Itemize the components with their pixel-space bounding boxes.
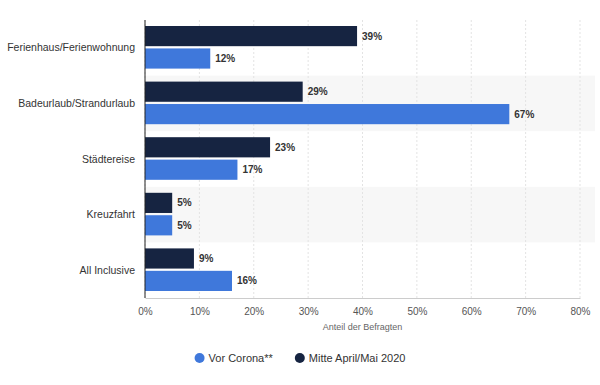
tick: 60% — [462, 298, 482, 317]
axis-title: Anteil der Befragten — [323, 322, 403, 332]
grid-line — [580, 20, 581, 298]
data-label: 17% — [242, 164, 262, 175]
tick-label: 50% — [407, 306, 427, 317]
tick: 30% — [299, 298, 319, 317]
tick-label: 80% — [570, 306, 590, 317]
legend-marker — [195, 353, 205, 363]
legend-item: Vor Corona** — [195, 352, 274, 364]
legend-item: Mitte April/Mai 2020 — [295, 352, 406, 364]
tick: 40% — [353, 298, 373, 317]
series — [145, 26, 357, 269]
grid-line — [525, 20, 526, 298]
tick-label: 40% — [353, 306, 373, 317]
grid-line — [416, 20, 417, 298]
bar — [145, 248, 194, 268]
data-label: 12% — [215, 53, 235, 64]
bar — [145, 215, 172, 235]
category-label: Ferienhaus/Ferienwohnung — [7, 41, 135, 53]
tick-label: 70% — [516, 306, 536, 317]
data-label: 29% — [308, 86, 328, 97]
x-axis: 0% 10% 20% 30% 40% 50% 60% 70% 80% — [138, 298, 590, 317]
tick: 0% — [138, 298, 153, 317]
tick: 50% — [407, 298, 427, 317]
series — [145, 48, 509, 291]
category-label: Badeurlaub/Strandurlaub — [18, 97, 135, 109]
data-label: 23% — [275, 142, 295, 153]
data-label: 39% — [362, 31, 382, 42]
tick: 20% — [244, 298, 264, 317]
tick-label: 20% — [244, 306, 264, 317]
bars — [145, 26, 509, 291]
tick: 70% — [516, 298, 536, 317]
bar — [145, 26, 357, 46]
grid — [145, 20, 580, 298]
tick-label: 0% — [138, 306, 153, 317]
row-band — [145, 76, 595, 132]
legend-label: Vor Corona** — [209, 352, 274, 364]
tick-label: 10% — [190, 306, 210, 317]
bar — [145, 193, 172, 213]
y-axis: Ferienhaus/Ferienwohnung Badeurlaub/Stran… — [7, 41, 135, 275]
bar — [145, 82, 303, 102]
bar — [145, 48, 210, 68]
axis-line — [146, 298, 581, 299]
category-label: Kreuzfahrt — [87, 208, 136, 220]
data-labels: 12% 67% 17% 5% 16% 39% 29% 23% 5% 9% — [177, 31, 534, 287]
category-label: Städtereise — [82, 153, 135, 165]
data-label: 16% — [237, 275, 257, 286]
data-label: 5% — [177, 197, 192, 208]
bar — [145, 137, 270, 157]
grid-line — [308, 20, 309, 298]
bar — [145, 160, 237, 180]
tick-label: 60% — [462, 306, 482, 317]
tick: 80% — [570, 298, 590, 317]
data-label: 67% — [514, 109, 534, 120]
row-backgrounds — [145, 76, 595, 243]
grid-line — [362, 20, 363, 298]
tick: 10% — [190, 298, 210, 317]
legend-label: Mitte April/Mai 2020 — [309, 352, 406, 364]
baseline — [145, 20, 146, 298]
bar — [145, 104, 509, 124]
tick-label: 30% — [299, 306, 319, 317]
legend-marker — [295, 353, 305, 363]
data-label: 5% — [177, 220, 192, 231]
plot: 0% 10% 20% 30% 40% 50% 60% 70% 80% 12% 67% 17% 5% 16%… — [138, 20, 595, 317]
row-band — [145, 187, 595, 243]
grid-line — [145, 20, 146, 298]
grid-line — [471, 20, 472, 298]
legend: Vor Corona** Mitte April/Mai 2020 — [195, 352, 406, 364]
data-label: 9% — [199, 253, 214, 264]
grid-line — [253, 20, 254, 298]
category-label: All Inclusive — [80, 264, 136, 276]
bar — [145, 271, 232, 291]
chart: 0% 10% 20% 30% 40% 50% 60% 70% 80% 12% 67% 17% 5% 16%… — [0, 0, 600, 385]
